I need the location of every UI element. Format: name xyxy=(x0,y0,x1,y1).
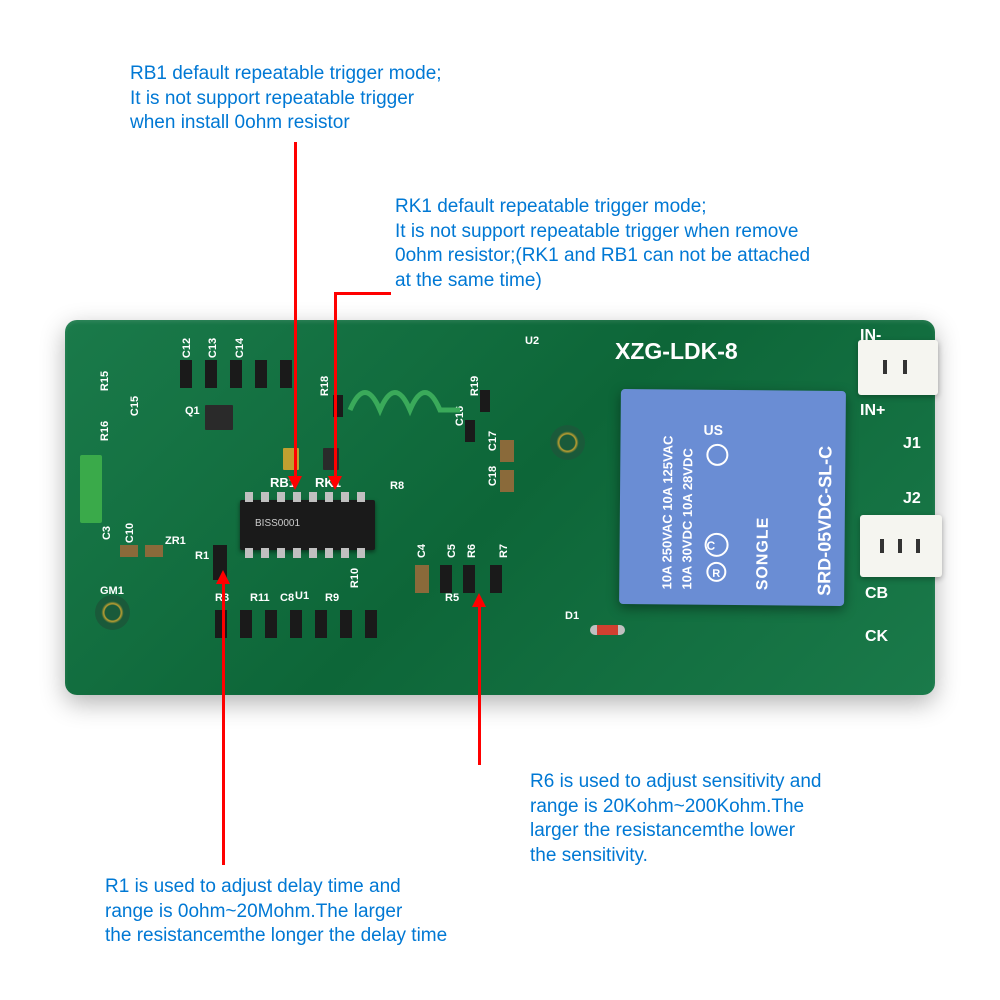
relay-rating-2: 10A 30VDC 10A 28VDC xyxy=(679,448,695,590)
antenna-trace xyxy=(345,370,465,420)
relay-model: SRD-05VDC-SL-C xyxy=(814,446,836,596)
cap-1 xyxy=(120,545,138,557)
mounting-hole-2 xyxy=(95,595,130,630)
silk-r16: R16 xyxy=(99,421,111,441)
silk-r5: R5 xyxy=(445,592,459,604)
smd-2 xyxy=(205,360,217,388)
silk-q1: Q1 xyxy=(185,405,200,417)
cap-c18 xyxy=(500,470,514,492)
annotation-r6: R6 is used to adjust sensitivity and ran… xyxy=(530,770,822,869)
silk-c18: C18 xyxy=(487,466,499,486)
silk-r6: R6 xyxy=(466,544,478,558)
smd-c16 xyxy=(465,420,475,442)
ic-chip: BISS0001 xyxy=(240,500,375,550)
arrow-r6-v xyxy=(478,600,481,765)
arrow-rk1-h xyxy=(336,292,391,295)
smd-r6 xyxy=(463,565,475,593)
silk-c4: C4 xyxy=(416,544,428,558)
smd-r19 xyxy=(480,390,490,412)
smd-4 xyxy=(255,360,267,388)
silk-r10: R10 xyxy=(349,568,361,588)
relay-rating-1: 10A 250VAC 10A 125VAC xyxy=(659,435,675,589)
silk-r7: R7 xyxy=(498,544,510,558)
silk-in-pos: IN+ xyxy=(860,402,885,420)
smd-6 xyxy=(215,610,227,638)
mounting-hole-1 xyxy=(550,425,585,460)
connector-j1 xyxy=(858,340,938,395)
silk-c3: C3 xyxy=(101,526,113,540)
smd-q1 xyxy=(205,405,233,430)
silk-c15: C15 xyxy=(129,396,141,416)
cert-marks-icon: US xyxy=(695,415,740,470)
silk-r9: R9 xyxy=(325,592,339,604)
diode-d1 xyxy=(590,625,625,635)
smd-c5 xyxy=(440,565,452,593)
annotation-r1: R1 is used to adjust delay time and rang… xyxy=(105,875,447,949)
smd-5 xyxy=(280,360,292,388)
silk-zr1: ZR1 xyxy=(165,535,186,547)
svg-text:US: US xyxy=(704,422,724,438)
connector-j2 xyxy=(860,515,942,577)
arrow-rb1-head xyxy=(288,476,302,490)
svg-text:C: C xyxy=(707,539,716,553)
relay-component: 10A 250VAC 10A 125VAC 10A 30VDC 10A 28VD… xyxy=(619,389,846,606)
cert-ce-icon: C R xyxy=(694,530,739,585)
arrow-rb1-v xyxy=(294,142,297,480)
silk-d1: D1 xyxy=(565,610,579,622)
silk-c13: C13 xyxy=(207,338,219,358)
smd-9 xyxy=(290,610,302,638)
relay-brand: SONGLE xyxy=(754,517,773,591)
silk-c8: C8 xyxy=(280,592,294,604)
silk-r8: R8 xyxy=(390,480,404,492)
arrow-r6-head xyxy=(472,593,486,607)
silk-ck: CK xyxy=(865,628,888,646)
annotation-rk1: RK1 default repeatable trigger mode; It … xyxy=(395,195,810,294)
smd-7 xyxy=(240,610,252,638)
cap-3 xyxy=(415,565,429,593)
silk-c12: C12 xyxy=(181,338,193,358)
arrow-r1-head xyxy=(216,570,230,584)
silk-r18: R18 xyxy=(319,376,331,396)
smd-1 xyxy=(180,360,192,388)
smd-12 xyxy=(365,610,377,638)
silk-j2: J2 xyxy=(903,490,921,508)
silk-u1: U1 xyxy=(295,590,309,602)
silk-c17: C17 xyxy=(487,431,499,451)
arrow-r1-v xyxy=(222,575,225,865)
cap-2 xyxy=(145,545,163,557)
annotation-rb1: RB1 default repeatable trigger mode; It … xyxy=(130,62,442,136)
silk-c5: C5 xyxy=(446,544,458,558)
arrow-rk1-v xyxy=(334,292,337,480)
silk-cb: CB xyxy=(865,585,888,603)
green-component xyxy=(80,455,102,523)
smd-3 xyxy=(230,360,242,388)
smd-r7 xyxy=(490,565,502,593)
smd-10 xyxy=(315,610,327,638)
silk-board-model: XZG-LDK-8 xyxy=(615,338,738,365)
silk-j1: J1 xyxy=(903,435,921,453)
silk-r15: R15 xyxy=(99,371,111,391)
silk-c14: C14 xyxy=(234,338,246,358)
smd-11 xyxy=(340,610,352,638)
smd-8 xyxy=(265,610,277,638)
svg-text:R: R xyxy=(712,568,720,580)
arrow-rk1-head xyxy=(328,476,342,490)
silk-r11: R11 xyxy=(250,592,270,604)
silk-c10: C10 xyxy=(124,523,136,543)
silk-u2: U2 xyxy=(525,335,539,347)
silk-r1: R1 xyxy=(195,550,209,562)
cap-c17 xyxy=(500,440,514,462)
ic-label: BISS0001 xyxy=(255,518,300,529)
pcb-board: XZG-LDK-8 IN- IN+ J1 J2 CB CK 10A 250VAC… xyxy=(65,320,935,695)
